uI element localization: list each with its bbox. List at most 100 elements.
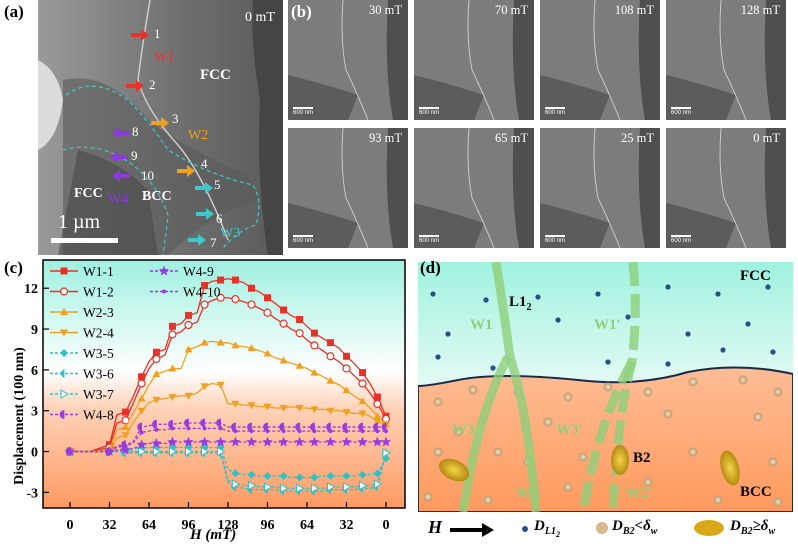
b2-small-particle xyxy=(493,447,503,457)
arrow-label-4: 4 xyxy=(201,156,208,171)
data-point xyxy=(217,446,226,457)
data-point xyxy=(279,472,288,481)
l12-dot xyxy=(490,365,496,371)
schematic-fcc: FCC xyxy=(740,268,771,284)
data-point xyxy=(231,400,240,408)
data-point xyxy=(231,479,241,490)
data-point xyxy=(310,329,318,337)
data-point xyxy=(200,383,209,391)
data-point xyxy=(249,429,254,434)
legend-db2s-sub: B2 xyxy=(622,526,635,537)
legend-db2b-rel: ≥δ xyxy=(752,518,769,534)
data-point xyxy=(185,446,194,457)
frame-2: 108 mT 600 nm xyxy=(540,0,660,120)
legend-marker xyxy=(60,329,68,337)
data-point xyxy=(137,407,146,415)
data-point xyxy=(185,311,192,319)
legend-marker xyxy=(60,267,68,275)
legend-db2b-d: D xyxy=(730,518,741,534)
scalebar-line xyxy=(51,238,118,243)
schematic-w2: W2 xyxy=(516,485,539,501)
data-point xyxy=(375,429,380,434)
data-point xyxy=(342,386,351,394)
data-point xyxy=(152,396,161,404)
data-point xyxy=(68,449,72,454)
data-point xyxy=(326,352,335,361)
l12-dot xyxy=(555,317,561,323)
frame-4: 93 mT 600 nm xyxy=(288,128,408,248)
data-point xyxy=(168,330,177,339)
schematic-diagram xyxy=(418,262,793,512)
data-point xyxy=(264,294,271,302)
data-point xyxy=(152,446,162,457)
panel-a-field: 0 mT xyxy=(245,10,275,25)
legend-marker xyxy=(60,349,68,357)
l12-dot xyxy=(765,284,771,290)
legend-marker xyxy=(162,289,166,294)
data-point xyxy=(137,379,146,388)
legend-arrow-icon xyxy=(450,523,494,537)
data-point xyxy=(184,345,193,353)
data-point xyxy=(326,376,335,384)
legend-db2s-rel: <δ xyxy=(634,518,651,534)
tem-image-graphic xyxy=(38,0,283,255)
data-point xyxy=(184,320,193,330)
x-tick-label: 0 xyxy=(383,518,390,533)
series-W1-1 xyxy=(66,276,390,456)
data-point xyxy=(373,412,382,420)
data-point xyxy=(215,436,226,447)
b2-small-particle xyxy=(423,492,433,502)
data-point xyxy=(152,354,161,364)
data-point xyxy=(152,348,160,356)
data-point xyxy=(326,339,334,347)
b2-small-particle xyxy=(773,497,783,507)
b2-small-particle xyxy=(713,495,723,505)
schematic-b2: B2 xyxy=(633,450,651,466)
y-tick-label: 6 xyxy=(31,364,38,379)
data-point xyxy=(326,472,335,481)
data-point xyxy=(231,276,239,284)
frame-scalebar-line xyxy=(419,107,439,109)
legend-marker xyxy=(158,265,170,276)
x-tick-label: 64 xyxy=(142,518,156,533)
phase-label-fcc-top: FCC xyxy=(200,67,231,83)
data-point xyxy=(279,405,288,412)
frame-field-label: 93 mT xyxy=(369,131,402,145)
data-point xyxy=(373,418,382,426)
data-point xyxy=(233,429,238,434)
legend-marker xyxy=(59,368,65,379)
data-point xyxy=(167,436,178,447)
frame-scalebar-line xyxy=(671,235,691,237)
arrow-label-10: 10 xyxy=(141,168,154,183)
b2-small-particle xyxy=(433,397,443,407)
x-tick-label: 64 xyxy=(300,518,314,533)
frame-field-label: 25 mT xyxy=(621,131,654,145)
data-point xyxy=(359,369,367,377)
l12-dot xyxy=(483,297,489,303)
schematic-bcc: BCC xyxy=(740,484,772,500)
data-point xyxy=(358,379,367,388)
series-line xyxy=(70,422,386,453)
l12-dot xyxy=(770,349,776,355)
y-tick-label: 9 xyxy=(31,323,38,338)
data-point xyxy=(107,449,112,454)
data-point xyxy=(373,399,382,409)
y-axis-label-wrap: Displacement (100 nm) xyxy=(0,328,27,508)
series-line xyxy=(70,446,387,479)
l12-dot xyxy=(605,359,611,365)
data-point xyxy=(325,436,336,447)
arrow-label-3: 3 xyxy=(172,111,179,126)
l12-dot xyxy=(665,284,671,290)
data-point xyxy=(296,316,304,324)
data-point xyxy=(247,344,256,352)
b2-small-particle xyxy=(643,387,653,397)
data-point xyxy=(357,436,368,447)
data-point xyxy=(373,479,383,490)
data-point xyxy=(217,276,225,284)
legend-h: H xyxy=(428,517,443,537)
legend-label: W2-4 xyxy=(83,326,114,341)
b2-small-particle xyxy=(603,382,613,392)
data-point xyxy=(310,341,319,350)
arrow-label-8: 8 xyxy=(132,124,139,139)
b2-small-particle xyxy=(688,377,698,387)
